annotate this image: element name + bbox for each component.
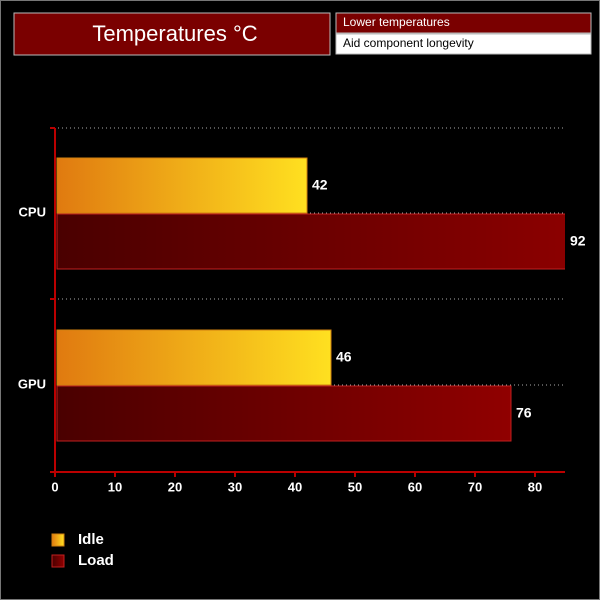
y-tick-label: GPU bbox=[18, 376, 46, 391]
bar bbox=[56, 213, 565, 270]
value-label: 92 bbox=[570, 233, 586, 249]
x-tick-label: 40 bbox=[288, 479, 302, 494]
note: Aid component longevity bbox=[343, 36, 474, 50]
value-label: 76 bbox=[516, 405, 532, 421]
bar bbox=[56, 157, 308, 214]
legend-swatch bbox=[51, 554, 65, 568]
x-tick-label: 10 bbox=[108, 479, 122, 494]
x-tick-label: 50 bbox=[348, 479, 362, 494]
y-tick-label: CPU bbox=[19, 204, 46, 219]
bar bbox=[56, 329, 332, 386]
bar bbox=[56, 385, 512, 442]
x-tick-label: 70 bbox=[468, 479, 482, 494]
value-label: 46 bbox=[336, 349, 352, 365]
chart-title: Temperatures °C bbox=[92, 21, 257, 46]
axes bbox=[50, 127, 565, 474]
legend-label: Load bbox=[78, 552, 114, 569]
x-tick-label: 0 bbox=[51, 479, 58, 494]
value-label: 42 bbox=[312, 177, 328, 193]
x-tick-label: 80 bbox=[528, 479, 542, 494]
legend-label: Idle bbox=[78, 531, 104, 548]
bars bbox=[56, 157, 565, 442]
x-tick-label: 60 bbox=[408, 479, 422, 494]
x-tick-label: 20 bbox=[168, 479, 182, 494]
note: Lower temperatures bbox=[343, 15, 450, 29]
note-box bbox=[335, 12, 592, 34]
legend-swatch bbox=[51, 533, 65, 547]
title-box bbox=[13, 12, 331, 56]
x-tick-label: 30 bbox=[228, 479, 242, 494]
note-box bbox=[335, 33, 592, 55]
